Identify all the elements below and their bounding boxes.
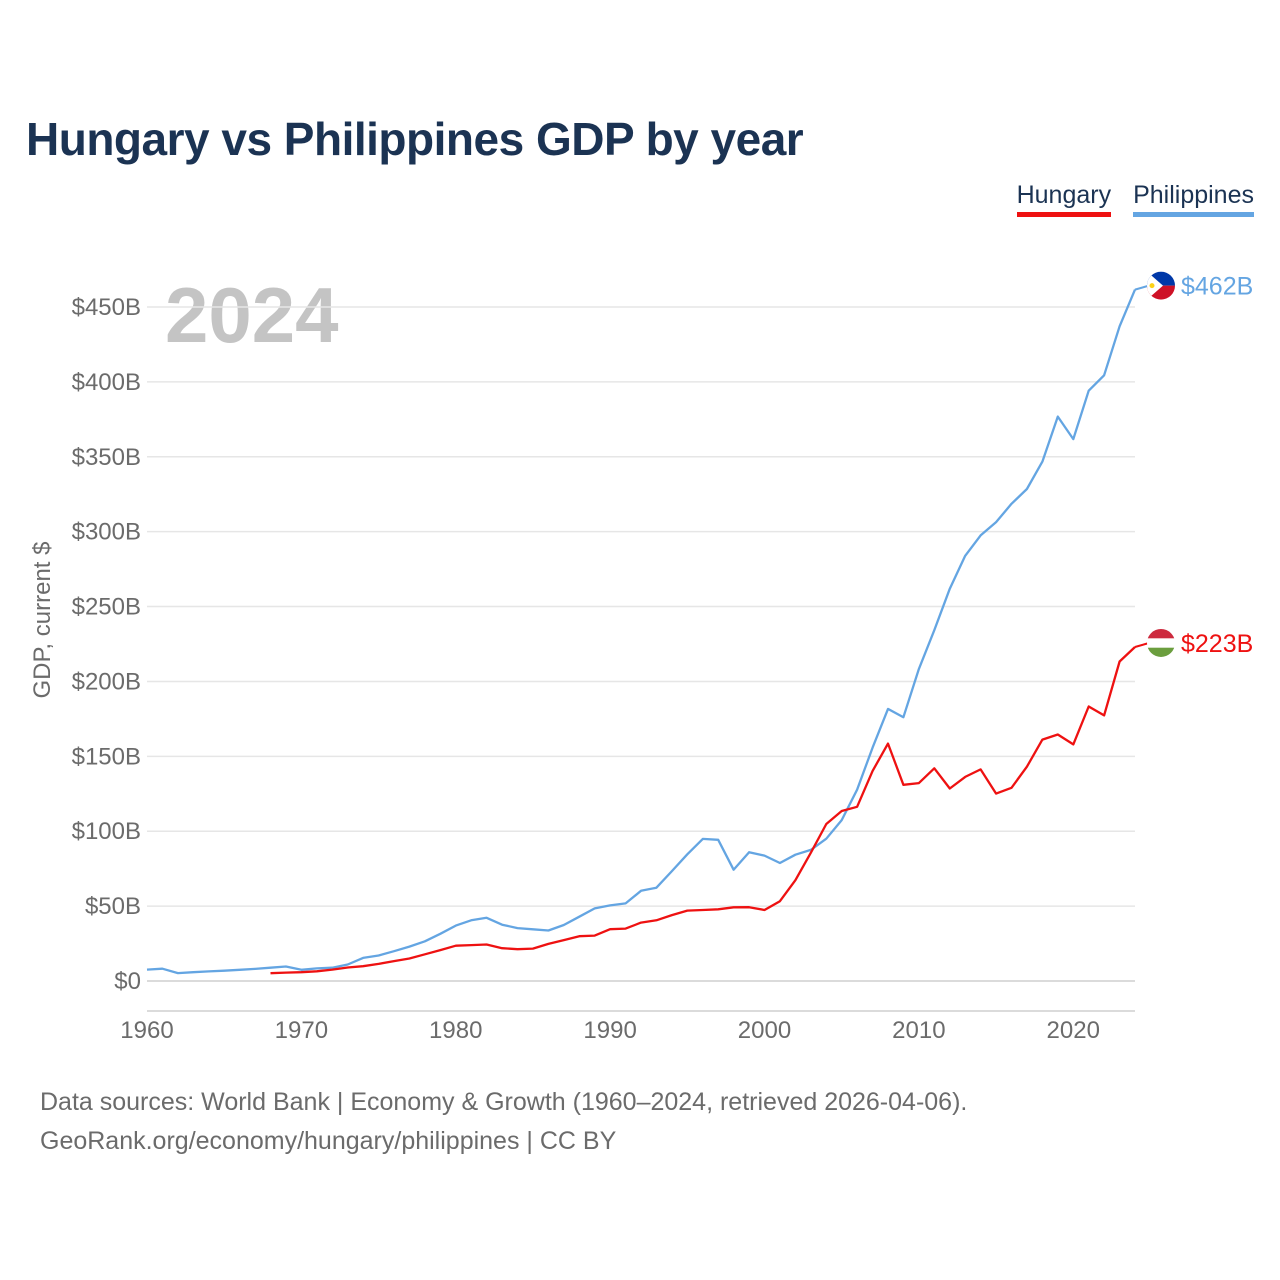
x-tick-label: 1980 bbox=[429, 1017, 482, 1044]
y-tick-label: $450B bbox=[72, 294, 141, 321]
end-value-label: $223B bbox=[1181, 630, 1253, 658]
legend-item-hungary[interactable]: Hungary bbox=[1016, 180, 1112, 217]
series-lines bbox=[146, 289, 1137, 975]
source-link[interactable]: GeoRank.org/economy/hungary/philippines … bbox=[40, 1127, 617, 1155]
legend-item-philippines[interactable]: Philippines bbox=[1133, 180, 1254, 217]
x-tick-label: 1960 bbox=[120, 1017, 173, 1044]
legend: Hungary Philippines bbox=[1016, 180, 1254, 217]
legend-label: Philippines bbox=[1133, 181, 1254, 209]
y-tick-label: $150B bbox=[72, 743, 141, 770]
y-tick-label: $350B bbox=[72, 444, 141, 471]
leader-line bbox=[1134, 642, 1150, 648]
end-value-label: $462B bbox=[1181, 273, 1253, 301]
y-axis-label: GDP, current $ bbox=[29, 542, 56, 699]
y-tick-label: $250B bbox=[72, 594, 141, 621]
end-markers: $462B $223B bbox=[1134, 271, 1253, 658]
chart-title: Hungary vs Philippines GDP by year bbox=[26, 113, 804, 165]
x-tick-label: 2010 bbox=[892, 1017, 945, 1044]
year-watermark: 2024 bbox=[165, 271, 339, 359]
y-tick-label: $100B bbox=[72, 818, 141, 845]
y-axis-ticks: $0 $50B $100B $150B $200B $250B $300B $350B $400… bbox=[72, 294, 141, 995]
x-tick-label: 1970 bbox=[275, 1017, 328, 1044]
y-tick-label: $0 bbox=[114, 968, 141, 995]
series-line-hungary[interactable] bbox=[270, 646, 1136, 975]
x-axis-ticks: 1960 1970 1980 1990 2000 2010 2020 bbox=[120, 1010, 1135, 1044]
x-tick-label: 2000 bbox=[738, 1017, 791, 1044]
data-source-text: Data sources: World Bank | Economy & Gro… bbox=[40, 1088, 968, 1116]
philippines-flag-icon bbox=[1147, 271, 1175, 300]
y-tick-label: $200B bbox=[72, 668, 141, 695]
x-tick-label: 1990 bbox=[583, 1017, 636, 1044]
leader-line bbox=[1134, 284, 1150, 291]
series-line-philippines[interactable] bbox=[146, 289, 1137, 975]
y-tick-label: $400B bbox=[72, 369, 141, 396]
y-tick-label: $50B bbox=[85, 893, 141, 920]
footer: Data sources: World Bank | Economy & Gro… bbox=[40, 1083, 967, 1161]
legend-label: Hungary bbox=[1016, 181, 1112, 209]
x-tick-label: 2020 bbox=[1047, 1017, 1100, 1044]
grid-lines bbox=[147, 306, 1135, 982]
y-tick-label: $300B bbox=[72, 519, 141, 546]
hungary-flag-icon bbox=[1147, 628, 1175, 657]
